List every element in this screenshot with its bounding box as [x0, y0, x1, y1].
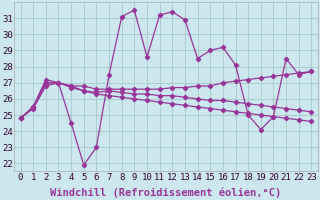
X-axis label: Windchill (Refroidissement éolien,°C): Windchill (Refroidissement éolien,°C) — [50, 187, 282, 198]
